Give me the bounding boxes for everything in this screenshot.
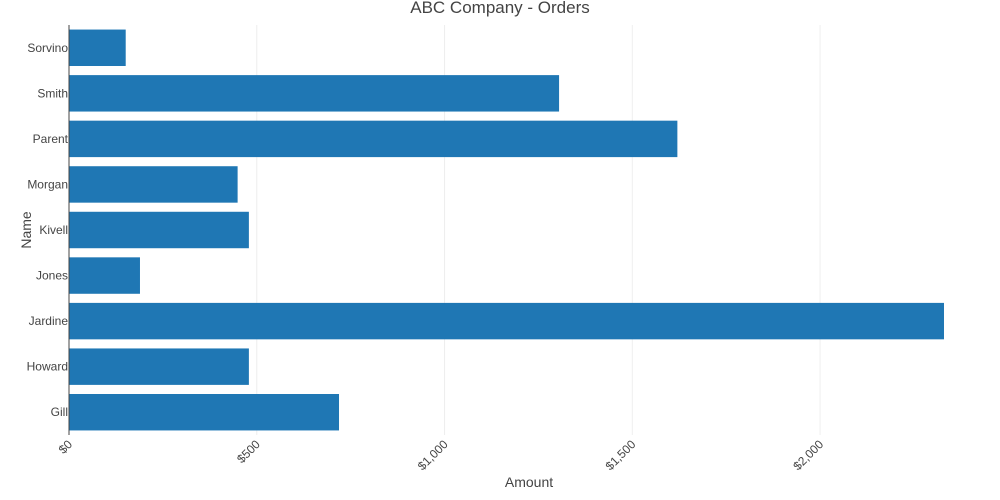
bars [69, 29, 944, 431]
y-tick-labels: Gill Howard Jardine Jones Kivell Morgan Parent… [27, 41, 69, 419]
y-axis-title: Name [18, 211, 34, 249]
bar-jardine[interactable] [69, 302, 944, 340]
bar-gill[interactable] [69, 394, 340, 431]
chart-title: ABC Company - Orders [410, 0, 590, 17]
x-tick-label: $500 [234, 437, 263, 466]
y-tick-label: Parent [33, 132, 69, 146]
x-axis-title: Amount [505, 474, 553, 490]
y-tick-label: Jones [36, 269, 68, 283]
bar-parent[interactable] [69, 120, 678, 158]
y-tick-label: Howard [27, 360, 68, 374]
x-tick-label: $1,500 [603, 437, 639, 473]
y-tick-label: Smith [37, 86, 68, 100]
bar-sorvino[interactable] [69, 29, 126, 66]
bar-morgan[interactable] [69, 166, 238, 203]
y-tick-label: Jardine [29, 314, 69, 328]
y-tick-label: Kivell [39, 223, 68, 237]
bar-jones[interactable] [69, 257, 140, 294]
bar-smith[interactable] [69, 75, 560, 112]
x-tick-label: $1,000 [415, 437, 451, 473]
y-tick-label: Morgan [27, 177, 68, 191]
bar-kivell[interactable] [69, 211, 249, 249]
y-tick-label: Gill [51, 405, 68, 419]
x-tick-labels: $0 $500 $1,000 $1,500 $2,000 [56, 437, 827, 473]
y-tick-label: Sorvino [27, 41, 68, 55]
x-tick-label: $0 [56, 437, 76, 457]
x-tick-label: $2,000 [790, 437, 826, 473]
bar-howard[interactable] [69, 348, 249, 385]
